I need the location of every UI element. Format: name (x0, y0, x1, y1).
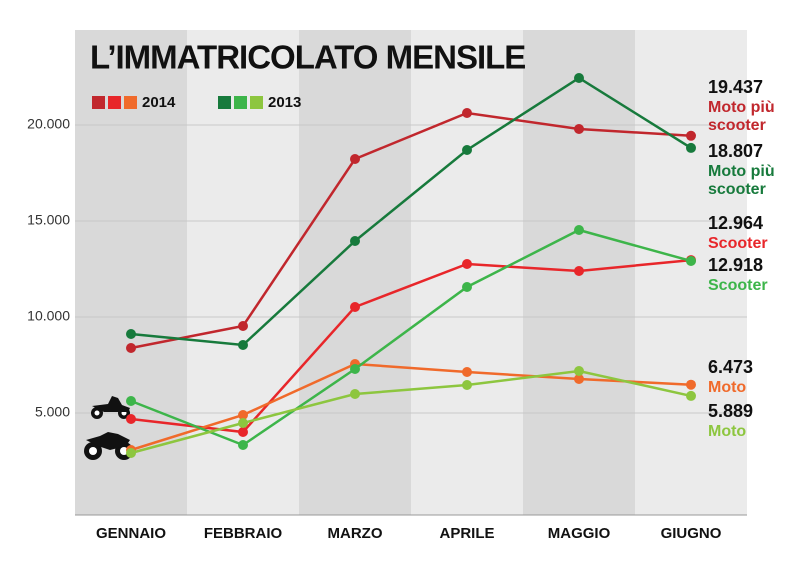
series-line (130, 76, 692, 347)
value-label: 6.473 (708, 357, 754, 377)
data-point (574, 72, 584, 83)
legend-swatch (250, 96, 263, 109)
y-tick-label: 5.000 (35, 404, 70, 420)
legend-swatch (92, 96, 105, 109)
value-label: 12.964 (708, 213, 764, 233)
data-point (238, 321, 248, 332)
legend-swatch (108, 96, 121, 109)
legend-swatch (234, 96, 247, 109)
x-tick-label: APRILE (439, 525, 494, 542)
series-line (130, 369, 692, 455)
series-label: Moto (708, 379, 747, 396)
data-point (574, 225, 584, 236)
series-line (130, 362, 692, 452)
data-point (126, 343, 136, 354)
data-point (238, 339, 248, 350)
data-point (350, 388, 360, 399)
x-tick-label: GIUGNO (661, 525, 722, 542)
y-tick-label: 20.000 (27, 116, 70, 132)
x-tick-label: GENNAIO (96, 525, 166, 542)
series-line (130, 258, 692, 434)
data-point (238, 440, 248, 451)
data-point (686, 142, 696, 153)
chart-title: L’IMMATRICOLATO MENSILE (90, 39, 525, 76)
data-point (462, 367, 472, 378)
series-label: Moto (708, 423, 747, 440)
data-point (238, 427, 248, 438)
data-point (126, 396, 136, 406)
legend-swatch (124, 96, 137, 109)
series-label: Moto più scooter (708, 99, 775, 134)
data-point (462, 144, 472, 155)
data-point (462, 380, 472, 391)
legend-label: 2013 (268, 94, 301, 111)
grid (75, 124, 747, 414)
data-point (126, 328, 136, 339)
series-label: Moto più scooter (708, 163, 775, 198)
column-band (635, 30, 747, 515)
column-band (299, 30, 411, 515)
data-point (574, 365, 584, 376)
series-line (130, 228, 692, 447)
value-label: 12.918 (708, 255, 764, 275)
data-point (462, 108, 472, 118)
data-point (686, 390, 696, 401)
data-point (574, 265, 584, 276)
x-tick-label: MARZO (328, 525, 383, 542)
data-point (574, 123, 584, 134)
data-point (350, 236, 360, 247)
data-point (462, 281, 472, 292)
data-point (238, 418, 248, 429)
data-point (686, 255, 696, 266)
data-point (350, 154, 360, 165)
series-line (130, 111, 692, 350)
value-label: 19.437 (708, 77, 764, 97)
data-point (686, 379, 696, 390)
series-label: Scooter (708, 235, 768, 252)
y-tick-label: 15.000 (27, 212, 70, 228)
y-tick-label: 10.000 (27, 308, 70, 324)
legend-label: 2014 (142, 94, 176, 111)
x-tick-label: MAGGIO (548, 525, 611, 542)
scooter-icon (91, 396, 130, 419)
data-point (126, 413, 136, 424)
data-point (238, 409, 248, 420)
data-point (686, 130, 696, 141)
column-band (411, 30, 523, 515)
data-point (126, 447, 136, 458)
data-point (574, 373, 584, 384)
series-label: Scooter (708, 277, 768, 294)
value-label: 5.889 (708, 401, 754, 421)
data-point (462, 259, 472, 270)
column-band (75, 30, 187, 515)
x-tick-label: FEBBRAIO (204, 525, 283, 542)
data-point (350, 363, 360, 374)
value-label: 18.807 (708, 141, 764, 161)
legend-swatch (218, 96, 231, 109)
data-point (350, 301, 360, 312)
